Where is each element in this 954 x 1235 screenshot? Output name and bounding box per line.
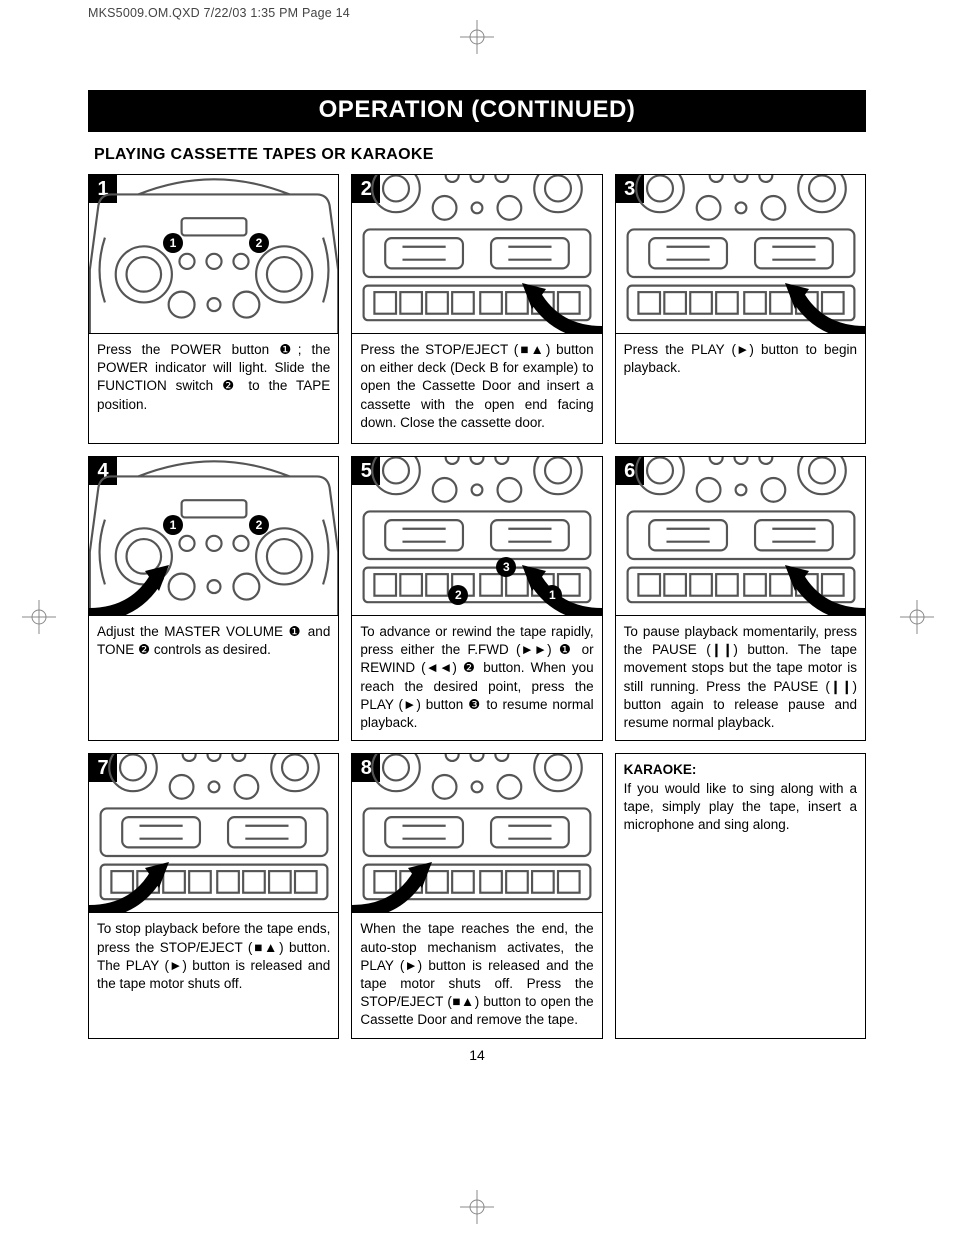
callout-bubble: 1: [163, 233, 183, 253]
step-text: If you would like to sing along with a t…: [624, 781, 857, 832]
karaoke-heading: KARAOKE:: [624, 762, 697, 777]
step-caption: Adjust the MASTER VOLUME ❶ and TONE ❷ co…: [89, 615, 338, 740]
page-number: 14: [88, 1047, 866, 1063]
step-cell: 3 Press the PLAY (►) button to begin pla…: [615, 174, 866, 444]
callout-bubble: 2: [249, 233, 269, 253]
step-illustration: 5 123: [352, 457, 601, 615]
step-text: Press the STOP/EJECT (■▲) button on eith…: [360, 342, 593, 430]
step-caption: Press the POWER button ❶; the POWER indi…: [89, 333, 338, 443]
step-caption: Press the STOP/EJECT (■▲) button on eith…: [352, 333, 601, 443]
step-text: Press the PLAY (►) button to begin playb…: [624, 342, 857, 375]
step-illustration: 6: [616, 457, 865, 615]
step-cell: 4 12Adjust the MASTER VOLUME ❶ and TONE …: [88, 456, 339, 741]
step-caption: Press the PLAY (►) button to begin playb…: [616, 333, 865, 443]
step-text: To pause playback momentarily, press the…: [624, 624, 857, 730]
step-cell: 6 To pause playback momentarily, press t…: [615, 456, 866, 741]
step-illustration: 3: [616, 175, 865, 333]
step-illustration: 2: [352, 175, 601, 333]
step-illustration: 4 12: [89, 457, 338, 615]
registration-mark-right: [900, 600, 934, 634]
step-cell: 8 When the tape reaches the end, the aut…: [351, 753, 602, 1038]
registration-mark-bottom: [460, 1190, 494, 1224]
step-cell: KARAOKE: If you would like to sing along …: [615, 753, 866, 1038]
page-content: OPERATION (CONTINUED) PLAYING CASSETTE T…: [88, 90, 866, 1063]
step-caption: To advance or rewind the tape rapidly, p…: [352, 615, 601, 740]
step-illustration: 8: [352, 754, 601, 912]
step-cell: 1 12Press the POWER button ❶; the POWER …: [88, 174, 339, 444]
step-text: When the tape reaches the end, the auto-…: [360, 921, 593, 1027]
step-cell: 7 To stop playback before the tape ends,…: [88, 753, 339, 1038]
step-illustration: 1 12: [89, 175, 338, 333]
step-cell: 5 123To advance or rewind the tape rapid…: [351, 456, 602, 741]
step-text: To stop playback before the tape ends, p…: [97, 921, 330, 991]
step-caption: KARAOKE: If you would like to sing along …: [616, 754, 865, 1037]
section-subhead: PLAYING CASSETTE TAPES OR KARAOKE: [88, 132, 866, 174]
step-grid: 1 1 2 Press the POWER button ❶; the POWER …: [88, 174, 866, 1039]
registration-mark-top: [460, 20, 494, 54]
callout-bubble: 2: [249, 515, 269, 535]
step-illustration: 7: [89, 754, 338, 912]
callout-bubble: 1: [163, 515, 183, 535]
section-title: OPERATION (CONTINUED): [88, 90, 866, 132]
step-text: Press the POWER button ❶; the POWER indi…: [97, 342, 330, 412]
registration-mark-left: [22, 600, 56, 634]
step-text: Adjust the MASTER VOLUME ❶ and TONE ❷ co…: [97, 624, 330, 657]
step-cell: 2 Press the STOP/EJECT (■▲) button on ei…: [351, 174, 602, 444]
step-text: To advance or rewind the tape rapidly, p…: [360, 624, 593, 730]
step-caption: To stop playback before the tape ends, p…: [89, 912, 338, 1037]
print-slug: MKS5009.OM.QXD 7/22/03 1:35 PM Page 14: [88, 6, 350, 20]
step-caption: To pause playback momentarily, press the…: [616, 615, 865, 740]
step-caption: When the tape reaches the end, the auto-…: [352, 912, 601, 1037]
